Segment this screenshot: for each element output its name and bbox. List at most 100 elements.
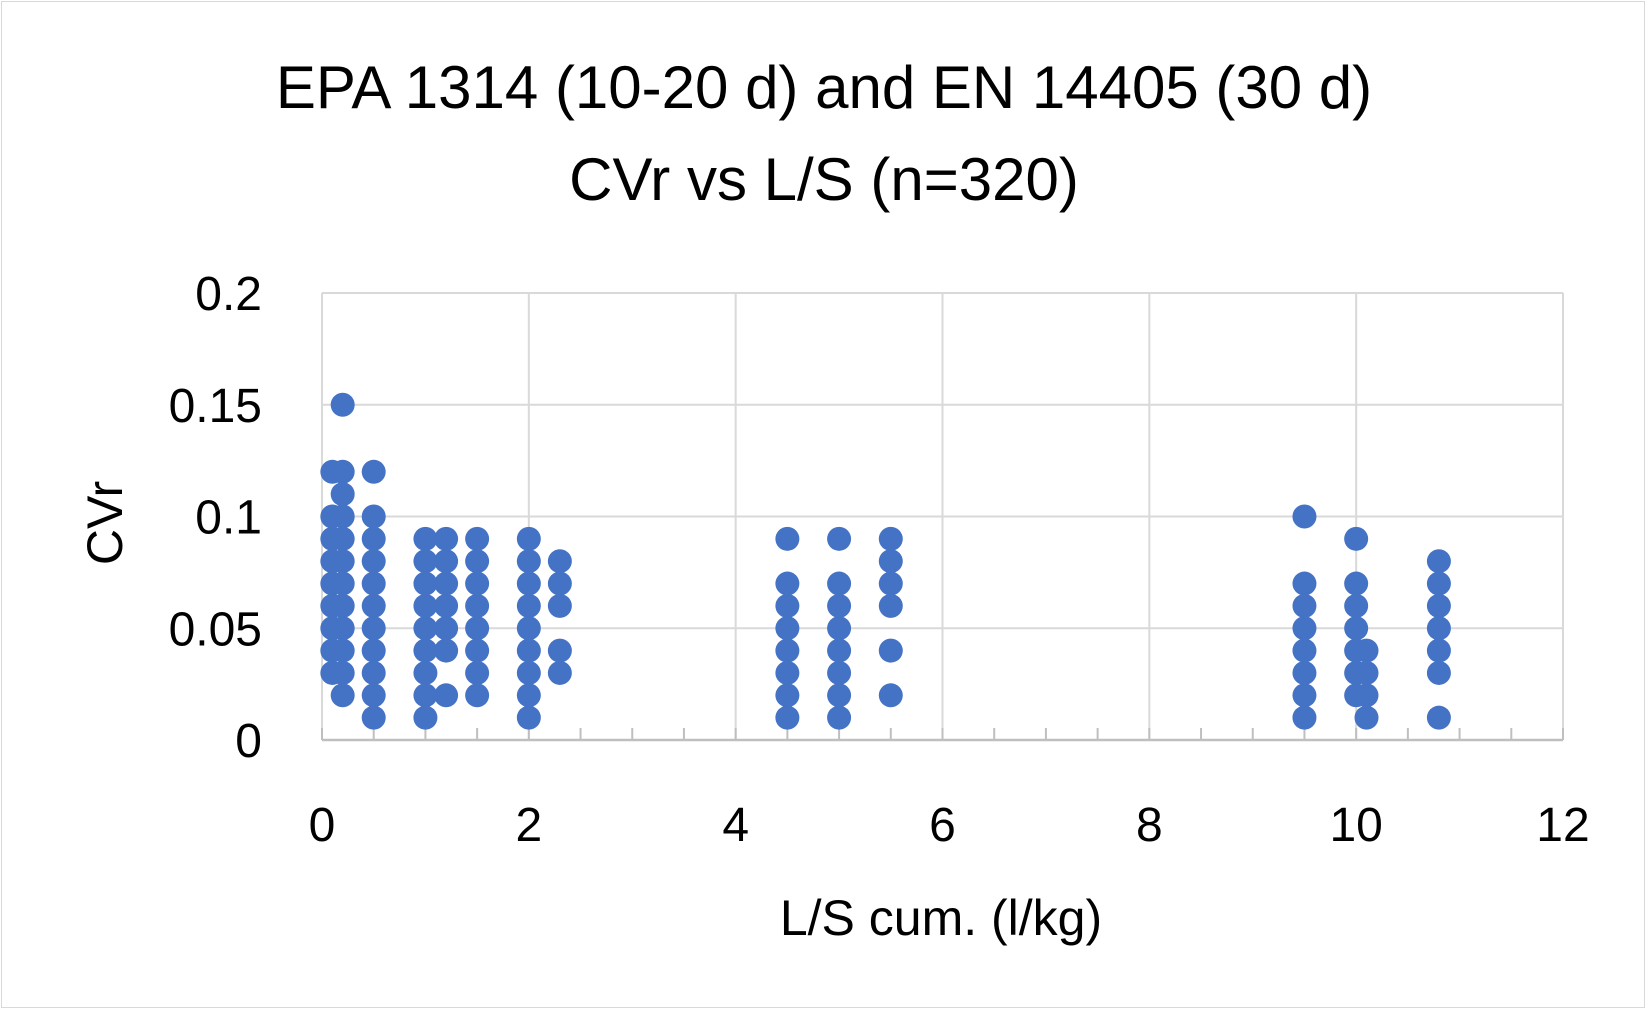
data-point xyxy=(1344,616,1369,641)
data-point xyxy=(330,638,355,663)
x-tick-label: 2 xyxy=(515,799,542,852)
data-point xyxy=(330,482,355,507)
data-point xyxy=(547,660,572,685)
data-point xyxy=(434,571,459,596)
data-point xyxy=(1344,593,1369,618)
data-point xyxy=(1292,571,1317,596)
chart-title-line-2: CVr vs L/S (n=320) xyxy=(569,146,1079,213)
axes xyxy=(321,728,1564,742)
chart-title-line-1: EPA 1314 (10-20 d) and EN 14405 (30 d) xyxy=(276,54,1372,121)
data-point xyxy=(330,571,355,596)
data-point xyxy=(413,526,438,551)
data-point xyxy=(361,705,386,730)
data-point xyxy=(775,705,800,730)
data-point xyxy=(361,504,386,529)
data-point xyxy=(775,593,800,618)
data-point xyxy=(878,593,903,618)
data-point xyxy=(434,683,459,708)
data-point xyxy=(330,504,355,529)
x-tick-label: 12 xyxy=(1536,799,1589,852)
data-point xyxy=(361,459,386,484)
data-point xyxy=(465,593,490,618)
data-point xyxy=(330,526,355,551)
data-point xyxy=(1354,660,1379,685)
x-tick-label: 4 xyxy=(722,799,749,852)
data-point xyxy=(413,616,438,641)
y-tick-label: 0.2 xyxy=(195,268,262,321)
x-tick-labels: 0 2 4 6 8 10 12 xyxy=(309,799,1590,852)
data-point xyxy=(1292,504,1317,529)
data-point xyxy=(1292,616,1317,641)
x-tick-label: 8 xyxy=(1136,799,1163,852)
x-tick-label: 6 xyxy=(929,799,956,852)
data-point xyxy=(1426,638,1451,663)
data-point xyxy=(361,638,386,663)
data-point xyxy=(361,683,386,708)
data-point xyxy=(516,571,541,596)
data-point xyxy=(361,660,386,685)
data-point xyxy=(434,526,459,551)
data-point xyxy=(434,593,459,618)
data-point xyxy=(1354,638,1379,663)
data-point xyxy=(878,683,903,708)
data-point xyxy=(775,660,800,685)
data-point xyxy=(1344,526,1369,551)
data-point xyxy=(465,571,490,596)
data-point xyxy=(1426,616,1451,641)
data-point xyxy=(465,660,490,685)
data-point xyxy=(827,638,852,663)
data-point xyxy=(775,571,800,596)
data-point xyxy=(1426,571,1451,596)
data-point xyxy=(413,571,438,596)
data-point xyxy=(330,683,355,708)
data-point xyxy=(516,593,541,618)
data-point xyxy=(465,526,490,551)
data-point xyxy=(1426,660,1451,685)
data-point xyxy=(465,549,490,574)
y-tick-label: 0.05 xyxy=(169,603,262,656)
data-point xyxy=(1426,549,1451,574)
data-point xyxy=(827,705,852,730)
data-point xyxy=(775,616,800,641)
data-point xyxy=(516,683,541,708)
data-point xyxy=(878,526,903,551)
data-point xyxy=(465,638,490,663)
data-point xyxy=(516,549,541,574)
data-point xyxy=(827,571,852,596)
data-point xyxy=(413,683,438,708)
data-point xyxy=(465,683,490,708)
data-point xyxy=(878,571,903,596)
data-point xyxy=(547,549,572,574)
data-point xyxy=(775,638,800,663)
data-point xyxy=(1354,683,1379,708)
data-point xyxy=(775,526,800,551)
data-point xyxy=(361,549,386,574)
data-point xyxy=(413,660,438,685)
x-tick-label: 0 xyxy=(309,799,336,852)
y-axis-title: CVr xyxy=(77,481,133,565)
data-point xyxy=(516,638,541,663)
data-point xyxy=(330,392,355,417)
data-point xyxy=(361,593,386,618)
data-point xyxy=(547,593,572,618)
data-point xyxy=(1292,660,1317,685)
data-point xyxy=(878,549,903,574)
data-point xyxy=(434,616,459,641)
data-point xyxy=(361,571,386,596)
data-point xyxy=(434,549,459,574)
data-point xyxy=(465,616,490,641)
data-point xyxy=(827,526,852,551)
data-point xyxy=(547,571,572,596)
x-axis-title: L/S cum. (l/kg) xyxy=(780,890,1102,946)
data-point xyxy=(1292,638,1317,663)
data-point xyxy=(1354,705,1379,730)
data-point xyxy=(547,638,572,663)
data-point xyxy=(516,705,541,730)
data-point xyxy=(413,638,438,663)
data-point xyxy=(1426,705,1451,730)
data-point xyxy=(361,616,386,641)
data-point xyxy=(516,616,541,641)
data-point xyxy=(330,593,355,618)
y-tick-label: 0.1 xyxy=(195,492,262,545)
